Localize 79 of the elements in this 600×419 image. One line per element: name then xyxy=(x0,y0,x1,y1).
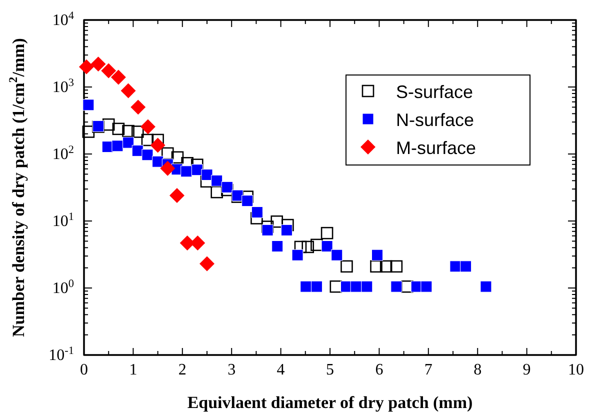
point xyxy=(78,59,94,74)
point xyxy=(361,280,373,292)
point xyxy=(82,99,94,111)
point xyxy=(310,280,322,292)
point xyxy=(270,215,284,228)
point xyxy=(150,138,166,153)
point xyxy=(201,169,213,181)
point xyxy=(370,260,382,273)
point xyxy=(350,280,362,292)
point xyxy=(340,260,353,273)
point xyxy=(380,260,392,273)
x-axis-title: Equivlaent diameter of dry patch (mm) xyxy=(187,393,473,412)
point xyxy=(294,240,307,254)
point xyxy=(130,100,146,115)
point xyxy=(112,140,124,152)
point xyxy=(112,122,125,136)
y-tick-label: 10$^{1}$ xyxy=(52,211,74,230)
point xyxy=(122,136,134,148)
point xyxy=(90,56,106,72)
point xyxy=(122,124,134,138)
point xyxy=(321,240,333,252)
x-tick-label: 1 xyxy=(129,361,138,378)
point xyxy=(371,249,383,261)
point xyxy=(210,186,223,198)
point xyxy=(110,70,126,85)
point xyxy=(211,174,223,186)
point xyxy=(401,280,414,293)
y-tick-label: 10$^{4}$ xyxy=(52,10,74,30)
legend-label: M-surface xyxy=(396,138,476,158)
point xyxy=(302,240,314,254)
point xyxy=(450,260,462,272)
point xyxy=(480,280,492,292)
point xyxy=(242,195,254,207)
point xyxy=(320,226,334,240)
point xyxy=(160,160,176,176)
point xyxy=(330,280,342,293)
point xyxy=(292,249,304,261)
point xyxy=(390,280,402,292)
point xyxy=(300,280,312,292)
point xyxy=(272,240,284,252)
legend-label: N-surface xyxy=(396,110,474,130)
legend-label: S-surface xyxy=(396,82,474,102)
point xyxy=(390,260,403,273)
y-tick-label: 10$^{3}$ xyxy=(52,77,74,96)
y-tick-label: 10$^{0}$ xyxy=(52,278,74,298)
point xyxy=(180,166,192,178)
point xyxy=(420,280,432,292)
x-tick-label: 10 xyxy=(568,361,584,378)
x-tick-label: 2 xyxy=(178,361,186,378)
point xyxy=(82,126,95,138)
x-tick-label: 6 xyxy=(375,361,384,378)
y-tick-label: 10$^{-1}$ xyxy=(48,345,74,364)
x-tick-label: 7 xyxy=(424,361,432,378)
point xyxy=(221,181,233,193)
y-tick-label: 10$^{2}$ xyxy=(52,144,74,164)
x-tick-label: 9 xyxy=(522,361,531,378)
point xyxy=(280,224,292,236)
point xyxy=(251,206,263,218)
point xyxy=(191,164,203,176)
point xyxy=(161,147,174,160)
point xyxy=(170,188,184,204)
point xyxy=(331,249,343,261)
x-tick-label: 8 xyxy=(474,361,482,378)
point xyxy=(460,260,472,272)
point xyxy=(102,118,115,131)
point xyxy=(131,126,144,138)
point xyxy=(262,224,274,236)
x-tick-label: 4 xyxy=(276,361,285,378)
point xyxy=(141,134,154,146)
point xyxy=(120,83,136,98)
x-tick-label: 0 xyxy=(80,361,88,378)
point xyxy=(142,149,154,161)
point xyxy=(171,151,184,164)
x-tick-label: 3 xyxy=(228,361,236,378)
point xyxy=(200,256,214,272)
point xyxy=(310,238,323,252)
point xyxy=(101,63,116,78)
point xyxy=(140,119,156,134)
x-tick-label: 5 xyxy=(326,361,334,378)
